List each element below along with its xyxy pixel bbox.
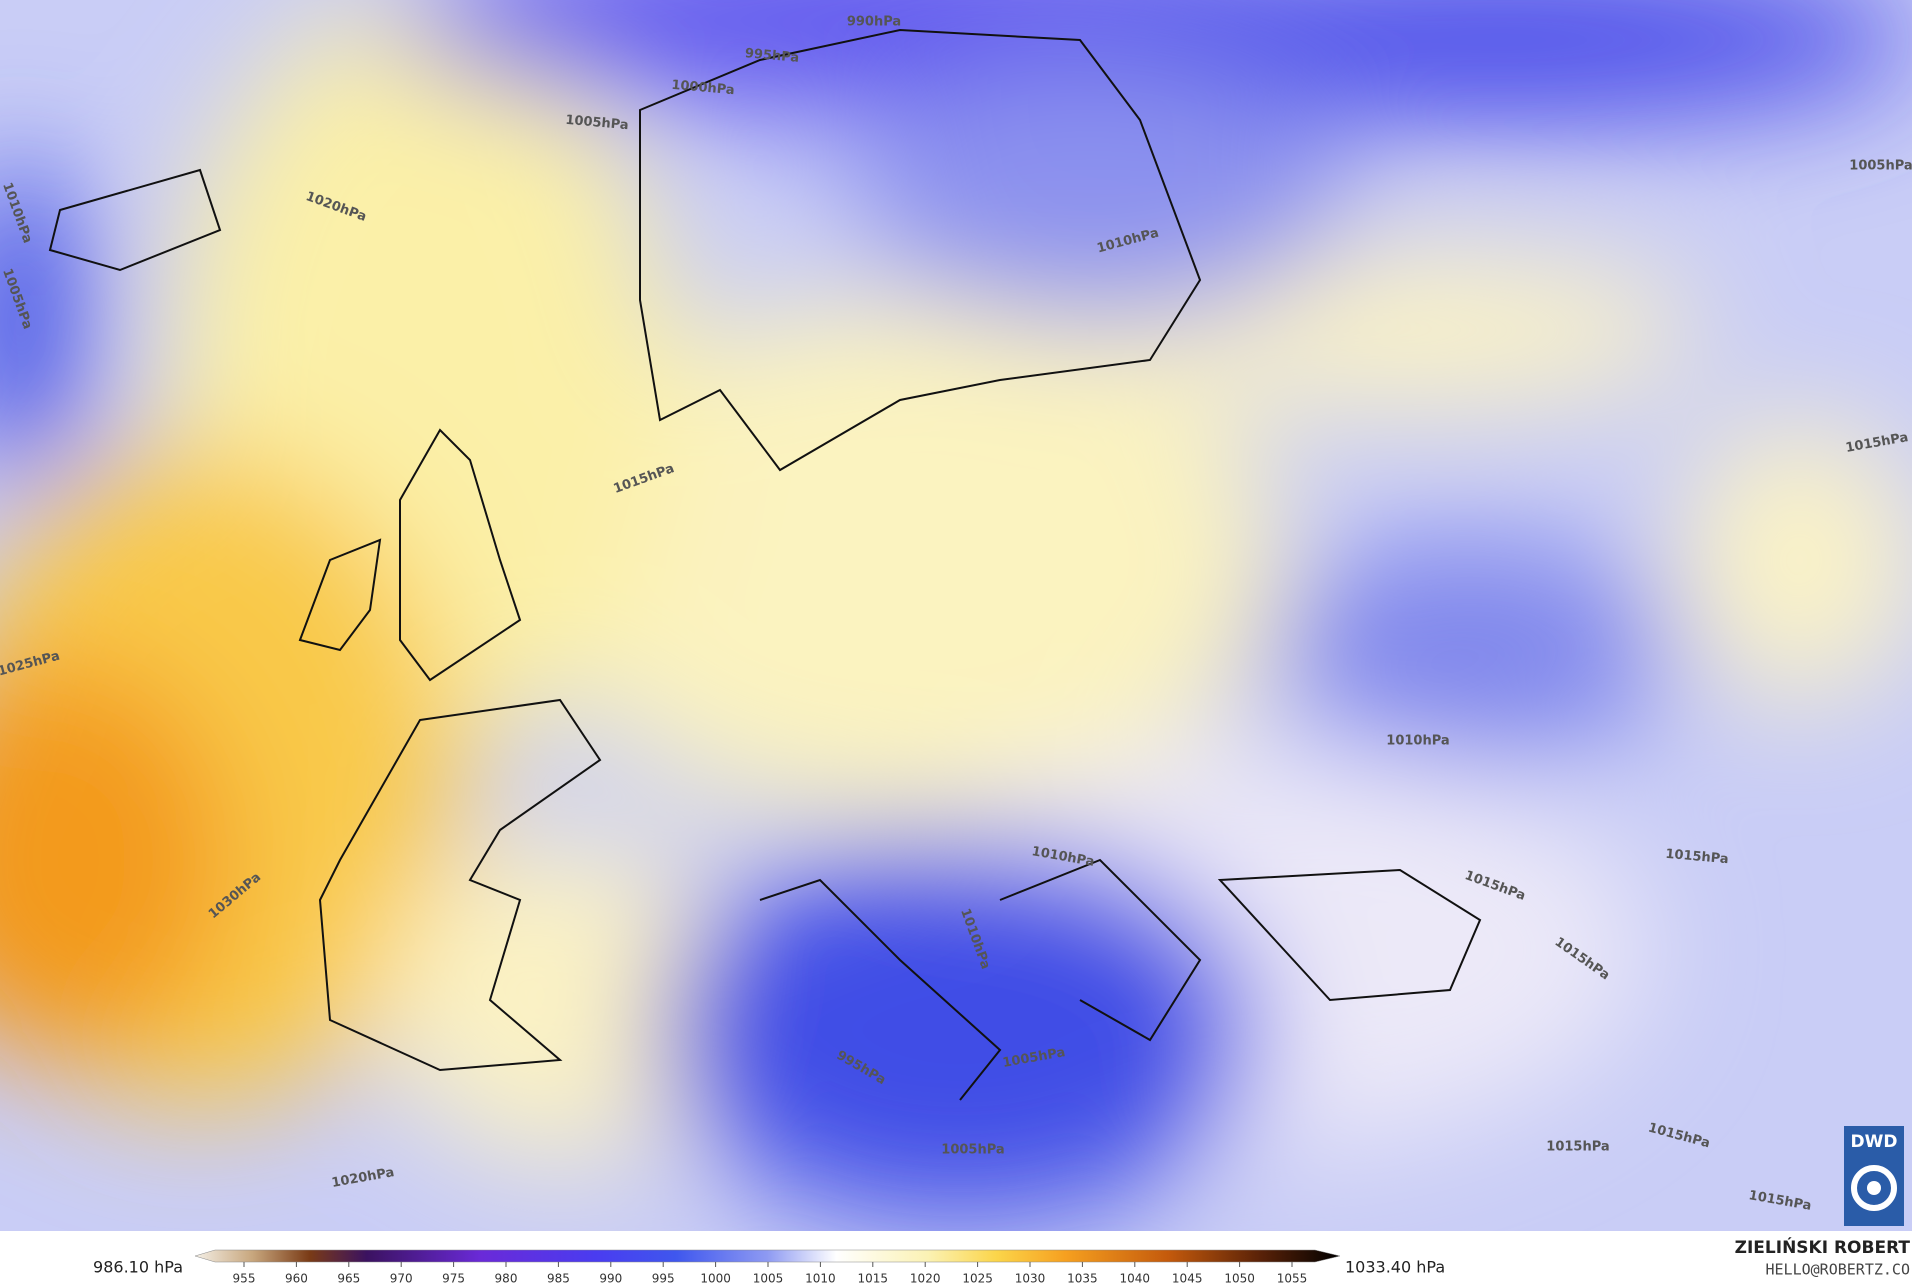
colorbar-tick-label: 960 (285, 1272, 308, 1286)
colorbar-tick-label: 995 (652, 1272, 675, 1286)
isobar-label: 1005hPa (565, 113, 629, 133)
isobar-label: 1015hPa (1665, 847, 1729, 867)
coastlines (48, 28, 1482, 1101)
credit-name: ZIELIŃSKI ROBERT (1735, 1236, 1911, 1258)
isobar-label: 995hPa (744, 46, 799, 66)
credit-email: HELLO@ROBERTZ.CO (1766, 1261, 1911, 1279)
colorbar-tick-label: 985 (547, 1272, 570, 1286)
colorbar-tick-label: 975 (442, 1272, 465, 1286)
colorbar-tick-label: 980 (495, 1272, 518, 1286)
colorbar-tick-label: 1020 (910, 1272, 941, 1286)
isobar-label: 1010hPa (1386, 734, 1449, 749)
colorbar-max: 1033.40 hPa (1345, 1258, 1445, 1277)
isobar-label: 990hPa (847, 15, 901, 30)
colorbar-tick-label: 955 (233, 1272, 256, 1286)
colorbar-tick-label: 1045 (1172, 1272, 1203, 1286)
colorbar-tick-label: 965 (337, 1272, 360, 1286)
logo-text: DWD (1851, 1132, 1898, 1152)
colorbar-tick-label: 970 (390, 1272, 413, 1286)
colorbar-tick-label: 1010 (805, 1272, 836, 1286)
isobar-label: 1005hPa (1849, 159, 1912, 174)
colorbar-gradient (194, 1249, 1341, 1263)
colorbar-tick-label: 1030 (1015, 1272, 1046, 1286)
colorbar-tick-label: 1005 (753, 1272, 784, 1286)
logo-swirl (1851, 1165, 1897, 1211)
isobar-label: 1015hPa (1546, 1140, 1609, 1155)
colorbar-tick-label: 1035 (1067, 1272, 1098, 1286)
colorbar-tick-label: 1025 (962, 1272, 993, 1286)
colorbar-tick-label: 1000 (700, 1272, 731, 1286)
pressure-field (0, 0, 1912, 1231)
colorbar-tick-label: 1015 (858, 1272, 889, 1286)
colorbar-min: 986.10 hPa (93, 1258, 183, 1277)
isobar-label: 1000hPa (671, 78, 735, 98)
colorbar-tick-label: 1050 (1224, 1272, 1255, 1286)
logo-swirl-center (1867, 1181, 1881, 1195)
colorbar-tick-label: 1055 (1277, 1272, 1308, 1286)
colorbar-tick-label: 1040 (1120, 1272, 1151, 1286)
isobar-label: 1005hPa (941, 1143, 1004, 1158)
colorbar: 955 960 965 970 975 980 985 990 995 1000 1005 1010 1… (194, 1249, 1341, 1286)
colorbar-tick-label: 990 (599, 1272, 622, 1286)
